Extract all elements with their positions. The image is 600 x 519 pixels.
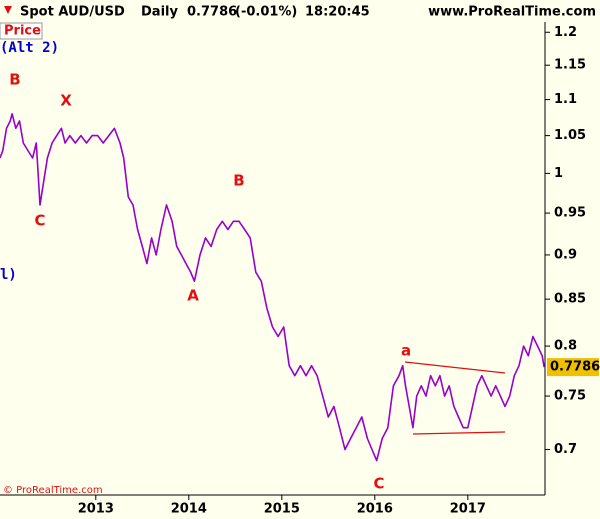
- y-tick-label: 0.9: [554, 247, 577, 262]
- header-icon: [4, 6, 12, 14]
- y-tick-label: 1: [554, 166, 563, 181]
- site: www.ProRealTime.com: [428, 5, 596, 20]
- change: (-0.01%): [235, 5, 297, 20]
- last-price-label: 0.7786: [550, 360, 600, 375]
- x-tick-label: 2016: [357, 502, 393, 517]
- wave-label: X: [60, 92, 72, 110]
- wave-label: a: [401, 342, 411, 360]
- y-tick-label: 1.05: [554, 128, 586, 143]
- y-tick-label: 0.7: [554, 442, 577, 457]
- y-tick-label: 1.1: [554, 92, 577, 107]
- y-tick-label: 0.8: [554, 339, 577, 354]
- note: l): [0, 267, 17, 283]
- panel-label: Price: [4, 24, 41, 39]
- x-tick-label: 2013: [78, 502, 114, 517]
- wave-label: C: [34, 212, 45, 230]
- y-tick-label: 0.85: [554, 292, 586, 307]
- panel-label-box: [0, 22, 43, 40]
- last-price-box: [547, 358, 599, 377]
- trend-line: [412, 431, 506, 435]
- price-line: [0, 113, 545, 462]
- wave-label: C: [373, 475, 384, 493]
- x-tick-label: 2015: [264, 502, 300, 517]
- note: (Alt 2): [0, 40, 59, 56]
- wave-label: B: [233, 172, 244, 190]
- period: Daily: [141, 5, 178, 20]
- y-tick-label: 0.75: [554, 389, 586, 404]
- copyright: © ProRealTime.com: [3, 485, 103, 496]
- symbol: Spot AUD/USD: [20, 5, 125, 20]
- y-tick-label: 1.15: [554, 58, 586, 73]
- wave-label: B: [9, 71, 20, 89]
- x-tick-label: 2017: [450, 502, 486, 517]
- trend-line: [404, 361, 506, 374]
- header-bar: [0, 0, 600, 22]
- wave-label: A: [187, 287, 199, 305]
- price: 0.7786: [187, 5, 237, 20]
- y-tick-label: 1.2: [554, 25, 577, 40]
- x-tick-label: 2014: [171, 502, 207, 517]
- time: 18:20:45: [305, 5, 370, 20]
- y-tick-label: 0.95: [554, 206, 586, 221]
